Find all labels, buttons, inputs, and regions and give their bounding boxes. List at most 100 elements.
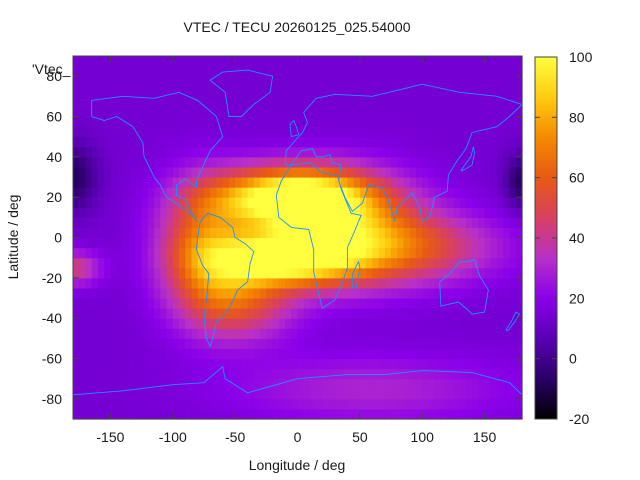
heatmap-cell (122, 146, 130, 158)
heatmap-cell (515, 106, 523, 118)
heatmap-cell (266, 237, 274, 249)
heatmap-cell (91, 408, 99, 420)
heatmap-cell (85, 358, 93, 370)
heatmap-cell (129, 398, 136, 410)
heatmap-cell (372, 136, 380, 148)
heatmap-cell (285, 358, 292, 370)
heatmap-cell (397, 398, 405, 410)
heatmap-cell (285, 197, 292, 208)
heatmap-cell (309, 126, 317, 138)
heatmap-cell (415, 207, 423, 218)
heatmap-cell (285, 388, 292, 400)
heatmap-cell (147, 56, 155, 67)
heatmap-cell (222, 116, 230, 128)
heatmap-cell (453, 267, 461, 279)
heatmap-cell (490, 237, 498, 249)
heatmap-cell (73, 146, 80, 158)
heatmap-cell (278, 56, 286, 67)
heatmap-cell (341, 136, 348, 148)
heatmap-cell (359, 328, 367, 339)
heatmap-cell (515, 318, 523, 329)
heatmap-cell (122, 227, 130, 239)
heatmap-cell (172, 96, 180, 108)
heatmap-cell (122, 308, 130, 319)
heatmap-cell (434, 146, 442, 158)
heatmap-cell (509, 126, 517, 138)
heatmap-cell (278, 177, 286, 188)
heatmap-cell (403, 247, 411, 259)
heatmap-cell (235, 358, 242, 370)
heatmap-cell (509, 217, 517, 229)
heatmap-cell (73, 56, 80, 67)
x-tick-label: 100 (411, 429, 435, 445)
heatmap-cell (210, 257, 218, 269)
heatmap-cell (235, 156, 242, 168)
heatmap-cell (85, 56, 93, 67)
heatmap-cell (515, 136, 523, 148)
heatmap-cell (472, 247, 479, 259)
heatmap-cell (322, 146, 330, 158)
heatmap-cell (303, 348, 311, 360)
heatmap-cell (253, 358, 261, 370)
heatmap-cell (509, 166, 517, 178)
heatmap-cell (434, 136, 442, 148)
heatmap-cell (241, 116, 249, 128)
heatmap-cell (185, 298, 193, 309)
heatmap-cell (116, 187, 124, 198)
heatmap-cell (322, 217, 330, 229)
heatmap-cell (459, 136, 467, 148)
heatmap-cell (359, 106, 367, 118)
heatmap-cell (303, 126, 311, 138)
heatmap-cell (440, 116, 448, 128)
heatmap-cell (129, 217, 136, 229)
heatmap-cell (166, 308, 174, 319)
heatmap-cell (484, 156, 492, 168)
heatmap-cell (147, 237, 155, 249)
heatmap-cell (85, 318, 93, 329)
heatmap-cell (197, 106, 205, 118)
heatmap-cell (291, 398, 299, 410)
heatmap-cell (253, 247, 261, 259)
heatmap-cell (291, 187, 299, 198)
heatmap-cell (359, 388, 367, 400)
heatmap-cell (210, 308, 218, 319)
heatmap-cell (253, 338, 261, 350)
heatmap-cell (453, 378, 461, 390)
heatmap-cell (241, 237, 249, 249)
heatmap-cell (303, 358, 311, 370)
heatmap-cell (272, 56, 280, 67)
heatmap-cell (422, 267, 430, 279)
heatmap-cell (341, 298, 348, 309)
heatmap-cell (79, 217, 87, 229)
heatmap-cell (322, 338, 330, 350)
heatmap-cell (116, 378, 124, 390)
heatmap-cell (322, 257, 330, 269)
heatmap-cell (160, 76, 168, 87)
x-tick-label: 50 (352, 429, 368, 445)
heatmap-cell (434, 277, 442, 289)
heatmap-cell (260, 318, 267, 329)
heatmap-cell (503, 348, 511, 360)
coastline-africa (275, 162, 362, 309)
heatmap-cell (409, 66, 417, 77)
heatmap-cell (341, 247, 348, 259)
heatmap-cell (104, 318, 112, 329)
heatmap-cell (366, 217, 373, 229)
heatmap-cell (459, 298, 467, 309)
heatmap-cell (484, 328, 492, 339)
heatmap-cell (359, 257, 367, 269)
heatmap-cell (135, 187, 143, 198)
heatmap-cell (122, 56, 130, 67)
heatmap-cell (141, 308, 149, 319)
heatmap-cell (228, 287, 236, 299)
heatmap-cell (428, 318, 436, 329)
heatmap-cell (122, 338, 130, 350)
heatmap-cell (403, 257, 411, 269)
heatmap-cell (297, 177, 305, 188)
heatmap-cell (110, 408, 118, 420)
heatmap-cell (129, 116, 136, 128)
heatmap-cell (91, 368, 99, 380)
heatmap-cell (73, 126, 80, 138)
heatmap-cell (272, 267, 280, 279)
heatmap-cell (97, 217, 105, 229)
